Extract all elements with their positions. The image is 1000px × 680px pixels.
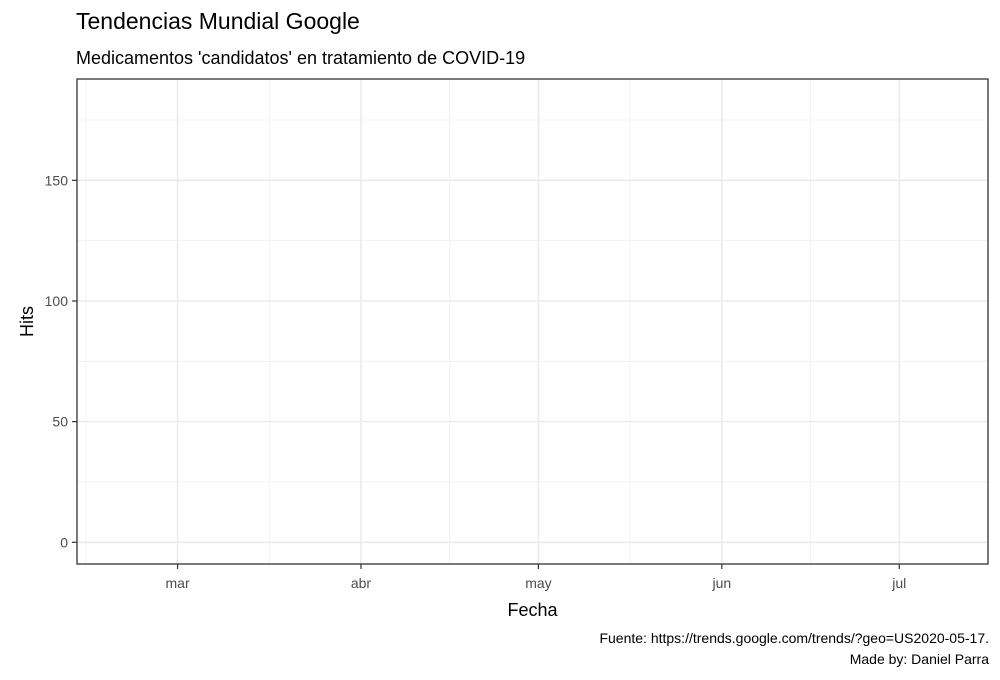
y-axis-title: Hits — [17, 306, 37, 337]
y-tick-label: 0 — [60, 534, 68, 550]
x-tick-label: mar — [166, 575, 190, 591]
caption-source: Fuente: https://trends.google.com/trends… — [599, 630, 989, 646]
major-gridlines — [77, 79, 988, 564]
y-tick-label: 50 — [52, 414, 68, 430]
x-tick-label: jul — [891, 575, 906, 591]
x-axis: mar abr may jun jul — [166, 564, 906, 591]
x-axis-title: Fecha — [507, 600, 558, 620]
y-axis: 0 50 100 150 — [45, 172, 77, 550]
minor-gridlines — [77, 79, 988, 564]
plot-panel-border — [76, 78, 989, 565]
x-tick-label: abr — [351, 575, 372, 591]
y-tick-label: 100 — [45, 293, 69, 309]
x-tick-label: may — [525, 575, 551, 591]
chart-subtitle: Medicamentos 'candidatos' en tratamiento… — [76, 48, 526, 68]
y-tick-label: 150 — [45, 172, 69, 188]
chart-title: Tendencias Mundial Google — [76, 8, 360, 34]
x-tick-label: jun — [711, 575, 731, 591]
caption-author: Made by: Daniel Parra — [849, 651, 989, 667]
